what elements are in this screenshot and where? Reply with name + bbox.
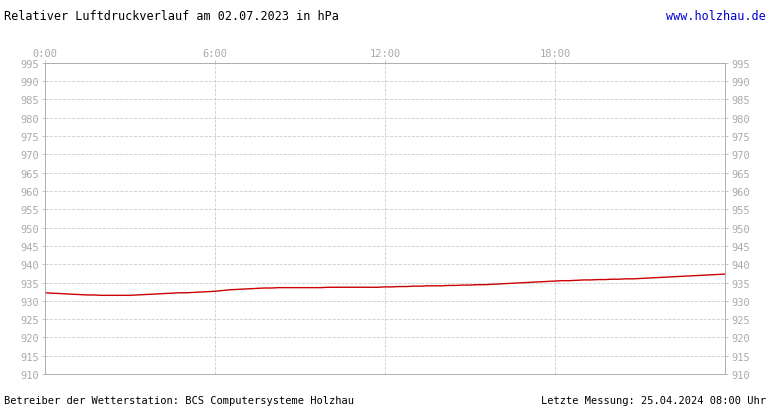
Text: www.holzhau.de: www.holzhau.de <box>666 10 766 23</box>
Text: Betreiber der Wetterstation: BCS Computersysteme Holzhau: Betreiber der Wetterstation: BCS Compute… <box>4 395 354 405</box>
Text: Relativer Luftdruckverlauf am 02.07.2023 in hPa: Relativer Luftdruckverlauf am 02.07.2023… <box>4 10 339 23</box>
Text: Letzte Messung: 25.04.2024 08:00 Uhr: Letzte Messung: 25.04.2024 08:00 Uhr <box>541 395 766 405</box>
